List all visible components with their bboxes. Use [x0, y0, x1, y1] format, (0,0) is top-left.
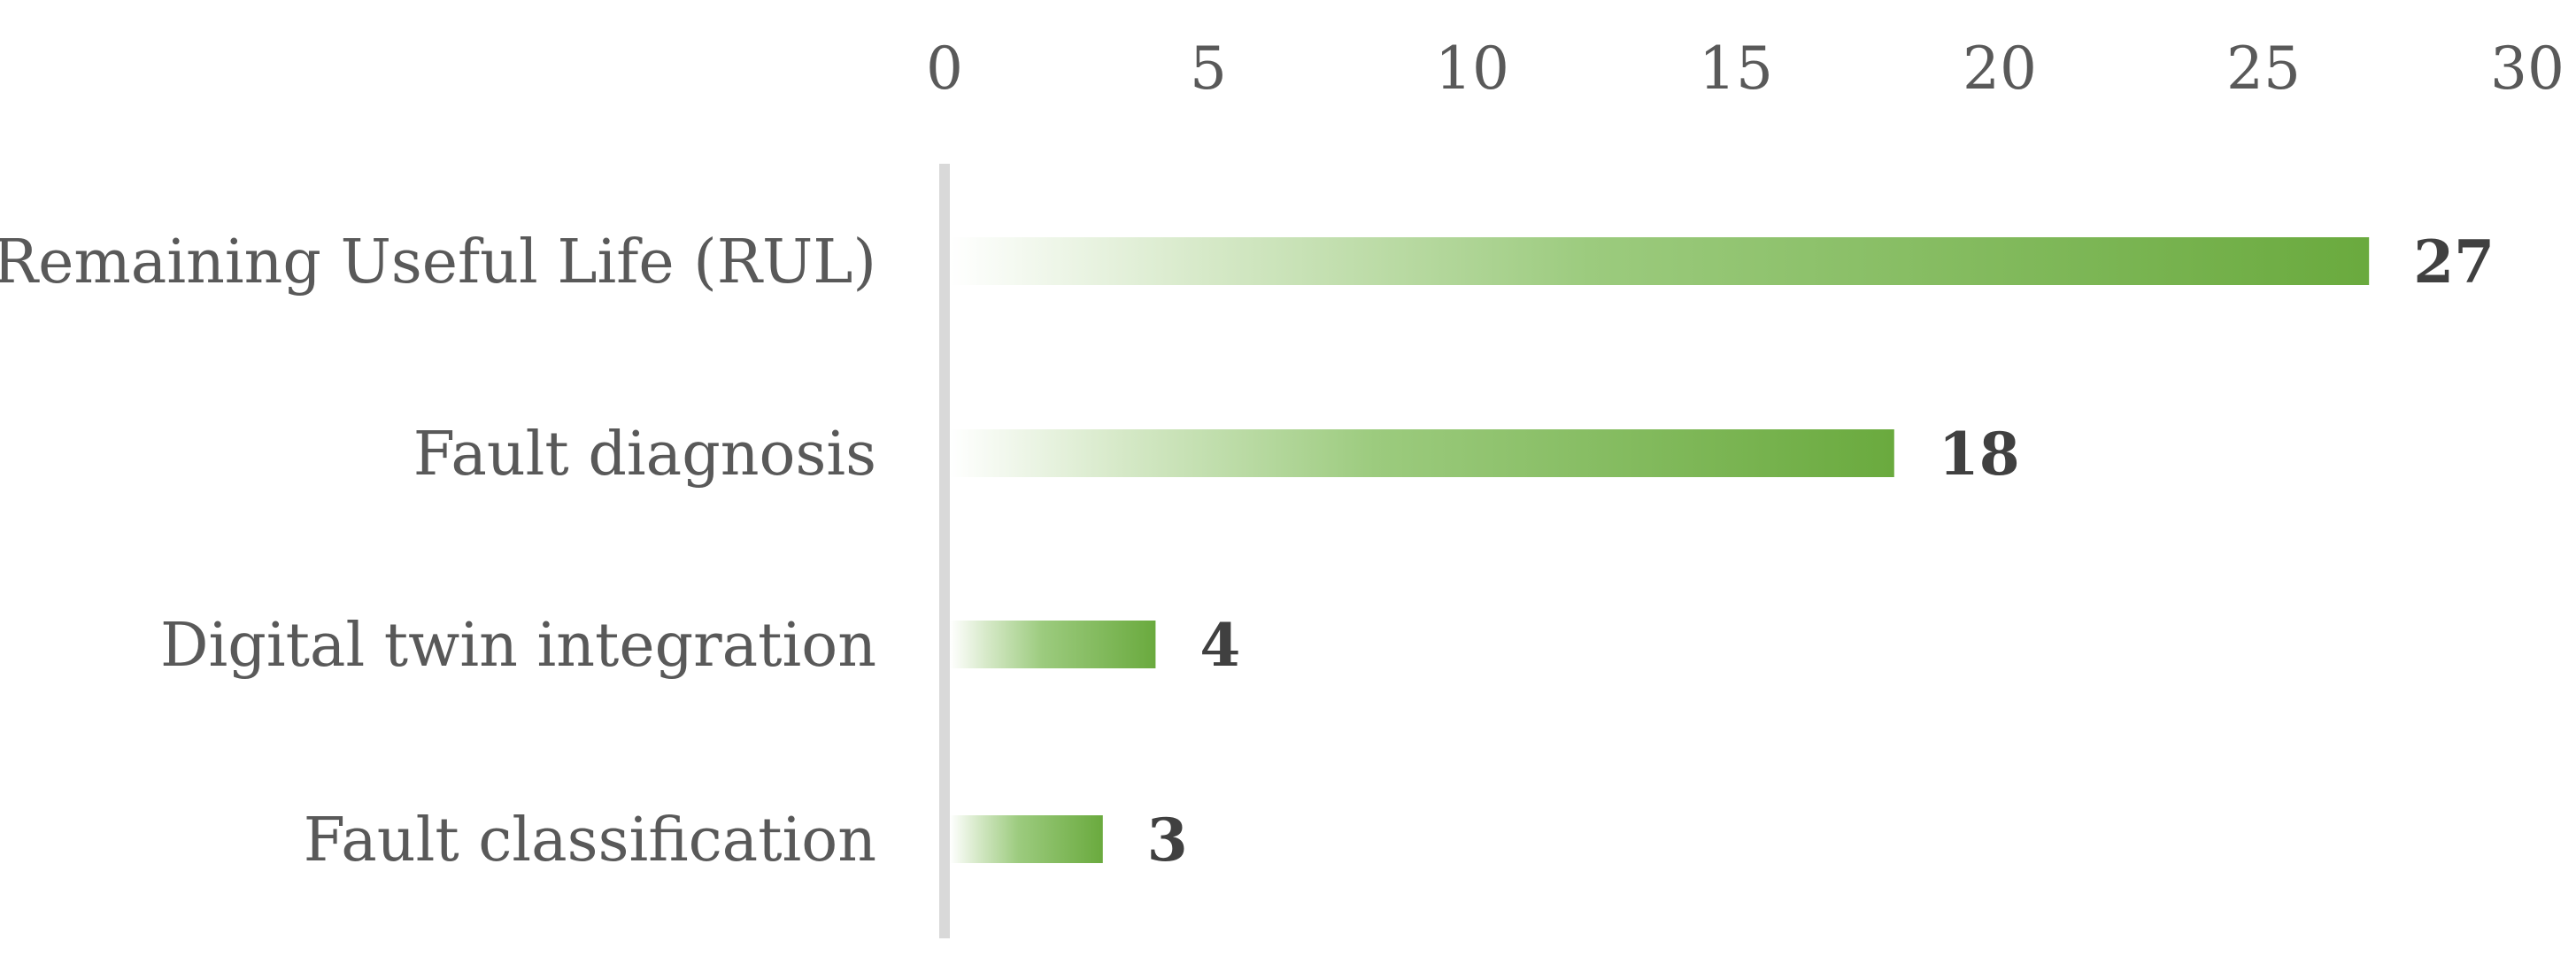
x-tick-label: 15	[1699, 35, 1773, 103]
data-label: 18	[1939, 420, 2020, 489]
bars	[950, 237, 2370, 863]
data-label: 27	[2413, 228, 2495, 297]
category-label: Digital twin integration	[160, 611, 876, 681]
data-labels: 27 18 4 3	[1147, 228, 2495, 875]
x-tick-label: 30	[2490, 35, 2564, 103]
category-labels: Remaining Useful Life (RUL) Fault diagnos…	[0, 228, 876, 875]
x-tick-label: 0	[926, 35, 963, 103]
category-label: Remaining Useful Life (RUL)	[0, 228, 876, 297]
bar	[950, 815, 1103, 863]
x-tick-label: 10	[1435, 35, 1509, 103]
x-tick-label: 20	[1963, 35, 2037, 103]
category-label: Fault diagnosis	[413, 420, 876, 490]
data-label: 4	[1199, 611, 1240, 680]
x-tick-label: 25	[2226, 35, 2301, 103]
x-tick-label: 5	[1190, 35, 1227, 103]
bar	[950, 621, 1156, 668]
bar	[950, 429, 1894, 477]
category-label: Fault classification	[304, 806, 876, 875]
data-label: 3	[1147, 806, 1188, 875]
bar	[950, 237, 2370, 285]
x-axis-ticks: 0 5 10 15 20 25 30	[926, 35, 2564, 103]
